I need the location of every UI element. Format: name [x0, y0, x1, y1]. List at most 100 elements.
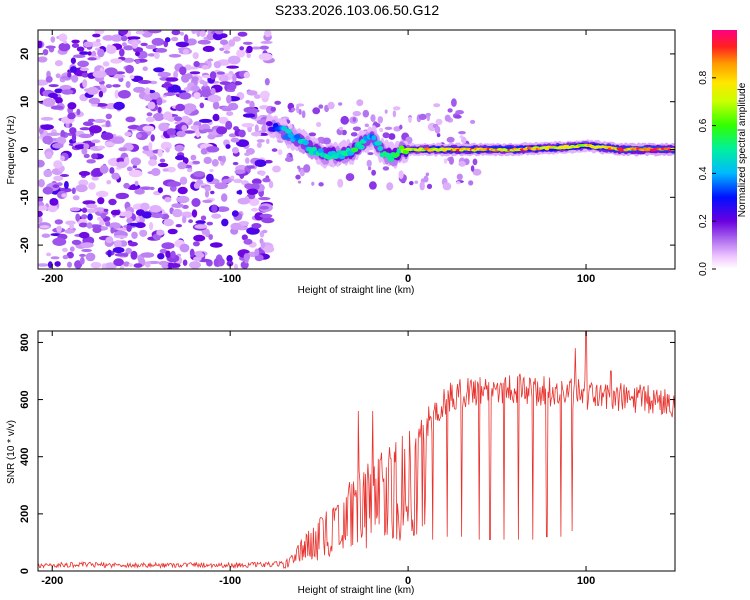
figure-title: S233.2026.103.06.50.G12: [275, 2, 439, 18]
noise-blob: [241, 234, 248, 241]
noise-blob: [134, 180, 139, 186]
noise-blob: [147, 53, 156, 57]
noise-blob: [210, 87, 216, 95]
noise-blob: [121, 35, 128, 42]
noise-blob: [67, 261, 72, 268]
noise-blob: [75, 184, 88, 193]
noise-blob: [88, 97, 101, 105]
noise-blob: [38, 159, 45, 168]
noise-blob: [99, 165, 109, 174]
noise-blob: [228, 133, 237, 138]
y-tick-label: 20: [19, 48, 31, 60]
noise-blob: [370, 114, 376, 122]
noise-blob: [398, 170, 404, 179]
colorbar-tick-label: 0.0: [698, 262, 709, 276]
noise-blob: [201, 64, 209, 70]
noise-blob: [147, 101, 156, 110]
noise-blob: [231, 147, 239, 154]
noise-blob: [246, 53, 251, 59]
noise-blob: [47, 204, 58, 213]
noise-blob: [125, 64, 134, 74]
noise-blob: [171, 36, 179, 42]
noise-blob: [196, 252, 205, 259]
noise-blob: [110, 209, 121, 216]
noise-blob: [78, 133, 93, 139]
noise-blob: [166, 128, 176, 136]
noise-blob: [79, 67, 89, 72]
noise-blob: [161, 262, 170, 269]
colorbar-tick-label: 0.8: [698, 70, 709, 84]
noise-blob: [204, 190, 210, 198]
noise-blob: [186, 38, 197, 46]
noise-blob: [186, 168, 193, 173]
noise-blob: [207, 94, 222, 103]
noise-blob: [97, 197, 105, 205]
noise-blob: [63, 40, 67, 44]
noise-blob: [38, 263, 50, 267]
noise-blob: [199, 30, 206, 37]
noise-blob: [60, 129, 66, 139]
noise-blob: [77, 60, 89, 68]
noise-blob: [59, 174, 70, 177]
noise-blob: [42, 135, 54, 145]
noise-blob: [382, 166, 390, 171]
y-tick-label: -20: [19, 237, 31, 253]
ridge-cell: [338, 154, 346, 160]
noise-blob: [211, 204, 218, 213]
noise-blob: [188, 219, 194, 224]
noise-blob: [198, 118, 213, 123]
noise-blob: [470, 165, 475, 172]
noise-blob: [107, 249, 112, 258]
noise-blob: [234, 169, 246, 175]
noise-blob: [64, 229, 75, 234]
noise-blob: [221, 155, 226, 163]
noise-blob: [67, 112, 76, 120]
noise-blob: [157, 253, 165, 260]
noise-blob: [226, 111, 234, 116]
noise-blob: [71, 187, 76, 195]
noise-blob: [191, 76, 199, 82]
noise-blob: [167, 263, 181, 268]
noise-blob: [232, 73, 237, 83]
noise-blob: [69, 223, 74, 230]
ridge-cell: [403, 149, 409, 155]
noise-blob: [198, 258, 211, 263]
noise-blob: [409, 181, 414, 186]
noise-blob: [125, 81, 131, 88]
noise-blob: [39, 225, 50, 229]
noise-blob: [151, 37, 165, 46]
noise-blob: [197, 39, 211, 45]
noise-blob: [123, 57, 135, 63]
noise-blob: [251, 131, 262, 137]
noise-blob: [296, 104, 300, 114]
noise-blob: [65, 220, 76, 226]
noise-blob: [168, 54, 182, 58]
noise-blob: [165, 147, 170, 153]
noise-blob: [38, 196, 44, 203]
noise-blob: [38, 40, 43, 49]
noise-blob: [179, 31, 184, 36]
noise-blob: [447, 108, 453, 113]
noise-blob: [144, 261, 152, 265]
noise-blob: [38, 179, 45, 188]
noise-blob: [140, 202, 150, 211]
noise-blob: [261, 217, 275, 224]
noise-blob: [189, 248, 195, 258]
noise-blob: [48, 84, 59, 88]
noise-blob: [54, 219, 63, 225]
noise-blob: [299, 168, 305, 177]
noise-blob: [134, 188, 145, 195]
noise-blob: [179, 243, 190, 253]
noise-blob: [135, 51, 140, 57]
noise-blob: [238, 189, 243, 195]
noise-blob: [266, 138, 270, 144]
noise-blob: [220, 39, 228, 45]
noise-blob: [192, 160, 201, 165]
noise-blob: [211, 213, 222, 219]
noise-blob: [202, 199, 213, 203]
noise-blob: [352, 110, 362, 117]
noise-blob: [161, 83, 174, 87]
snr-plot-area: [38, 331, 675, 571]
noise-blob: [206, 33, 215, 41]
noise-blob: [82, 121, 94, 126]
